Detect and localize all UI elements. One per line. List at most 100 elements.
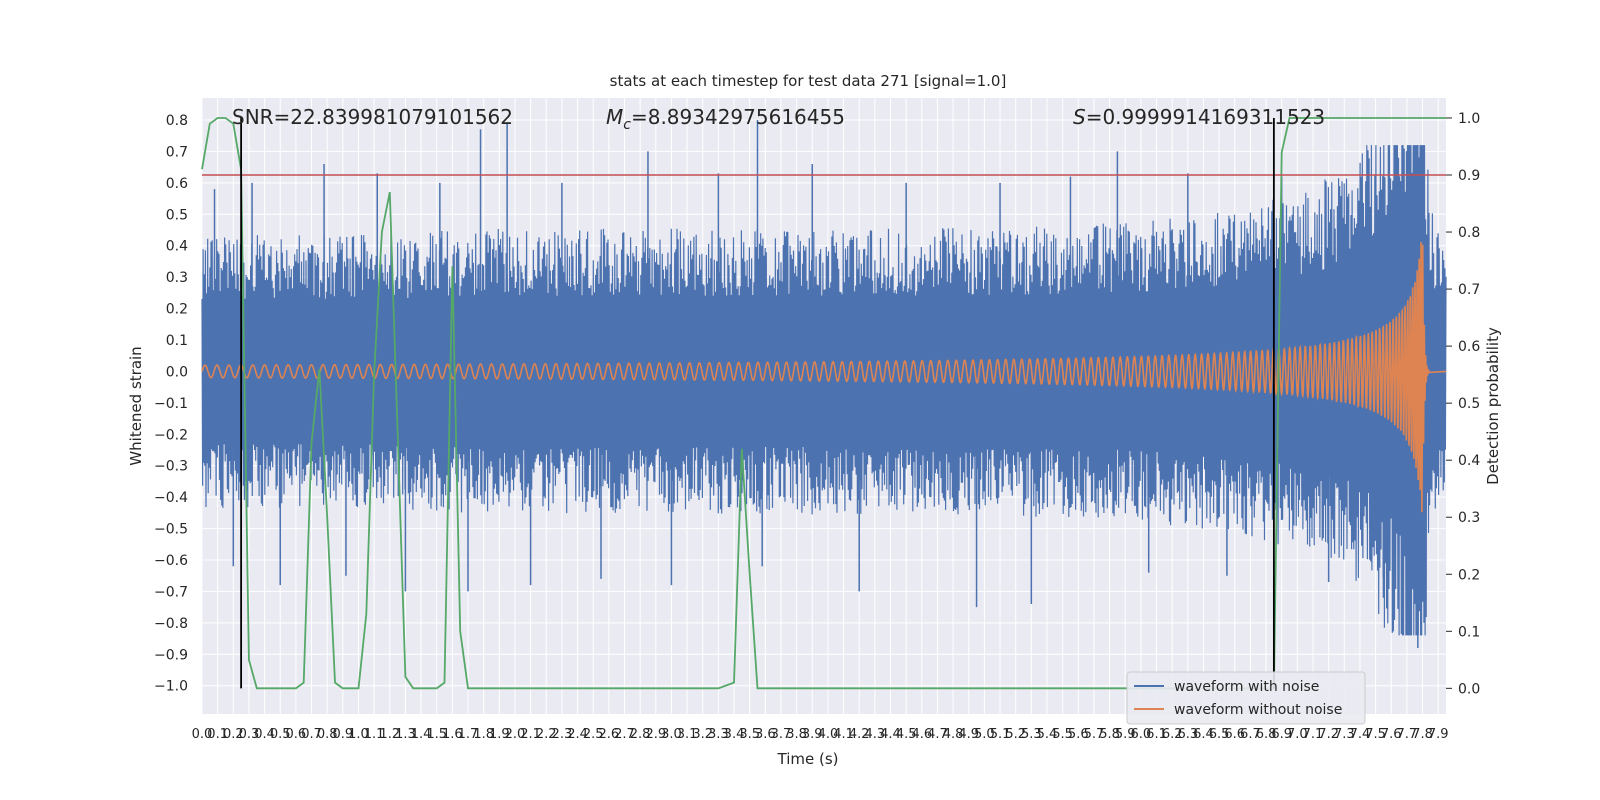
x-tick-label: 2.8	[630, 727, 651, 742]
x-tick-label: 1.2	[379, 727, 400, 742]
legend-label-clean: waveform without noise	[1174, 702, 1342, 718]
y2-tick-label: 0.3	[1458, 510, 1480, 526]
x-tick-label: 3.6	[755, 727, 776, 742]
y2-tick-label: 0.4	[1458, 453, 1480, 469]
x-tick-label: 7.6	[1381, 727, 1402, 742]
x-tick-label: 3.2	[692, 727, 713, 742]
detection-statistic-value: =0.9999914169311523	[1086, 105, 1325, 129]
snr-annotation: SNR=22.839981079101562	[232, 105, 513, 129]
x-tick-label: 4.5	[896, 727, 917, 742]
y-tick-label: −0.8	[154, 616, 188, 632]
x-tick-label: 3.1	[677, 727, 698, 742]
x-tick-label: 7.8	[1412, 727, 1433, 742]
y2-tick-label: 0.8	[1458, 225, 1480, 241]
y2-axis-label: Detection probability	[1484, 327, 1502, 485]
x-tick-label: 7.4	[1350, 727, 1371, 742]
x-tick-label: 6.7	[1240, 727, 1261, 742]
y-tick-label: 0.8	[166, 113, 188, 129]
x-tick-label: 0.5	[270, 727, 291, 742]
x-tick-label: 7.1	[1303, 727, 1324, 742]
y-tick-label: 0.0	[166, 364, 188, 380]
x-tick-label: 2.6	[598, 727, 619, 742]
y-tick-label: 0.3	[166, 270, 188, 286]
y-tick-label: −0.6	[154, 553, 188, 569]
x-tick-label: 4.6	[911, 727, 932, 742]
x-tick-label: 3.3	[708, 727, 729, 742]
x-tick-label: 3.7	[771, 727, 792, 742]
detection-probability-series	[201, 117, 1446, 690]
x-tick-label: 4.2	[849, 727, 870, 742]
x-tick-label: 2.4	[567, 727, 588, 742]
x-tick-label: 1.7	[458, 727, 479, 742]
x-tick-label: 0.1	[207, 727, 228, 742]
y2-axis-ticks: 1.0 0.9 0.8 0.7 0.6 0.5 0.4 0.3 0.2 0.1 0.0	[1446, 111, 1480, 697]
x-tick-label: 2.5	[583, 727, 604, 742]
noise-trace	[201, 145, 1447, 636]
x-tick-label: 4.7	[927, 727, 948, 742]
x-tick-label: 6.0	[1131, 727, 1152, 742]
x-tick-label: 3.4	[724, 727, 745, 742]
x-tick-label: 5.1	[990, 727, 1011, 742]
y2-tick-label: 0.0	[1458, 681, 1480, 697]
x-axis-label: Time (s)	[777, 750, 839, 768]
x-tick-label: 0.6	[286, 727, 307, 742]
x-tick-label: 5.8	[1099, 727, 1120, 742]
x-tick-label: 6.6	[1224, 727, 1245, 742]
x-tick-label: 7.3	[1334, 727, 1355, 742]
x-tick-label: 6.8	[1256, 727, 1277, 742]
x-tick-label: 7.0	[1287, 727, 1308, 742]
chirp-mass-symbol: M	[606, 105, 623, 129]
x-tick-label: 6.3	[1177, 727, 1198, 742]
x-tick-label: 0.7	[301, 727, 322, 742]
x-tick-label: 1.6	[442, 727, 463, 742]
y-tick-label: −0.2	[154, 427, 188, 443]
x-tick-label: 7.5	[1365, 727, 1386, 742]
x-tick-label: 5.2	[1005, 727, 1026, 742]
x-tick-label: 7.7	[1397, 727, 1418, 742]
chirp-mass-value: =8.89342975616455	[631, 105, 845, 129]
y-tick-label: 0.7	[166, 144, 188, 160]
x-tick-label: 3.8	[786, 727, 807, 742]
x-axis-ticks: 0.00.10.20.30.40.50.60.70.80.91.01.11.21…	[192, 727, 1449, 742]
x-tick-label: 1.8	[473, 727, 494, 742]
x-tick-label: 0.9	[332, 727, 353, 742]
x-tick-label: 3.5	[739, 727, 760, 742]
y2-tick-label: 0.1	[1458, 624, 1480, 640]
x-tick-label: 1.3	[395, 727, 416, 742]
x-tick-label: 4.4	[880, 727, 901, 742]
x-tick-label: 5.3	[1021, 727, 1042, 742]
y2-tick-label: 1.0	[1458, 111, 1480, 127]
detection-probability-line	[201, 117, 1446, 690]
y-tick-label: −1.0	[154, 679, 188, 695]
x-tick-label: 7.2	[1318, 727, 1339, 742]
x-tick-label: 6.9	[1271, 727, 1292, 742]
chart-title: stats at each timestep for test data 271…	[610, 72, 1007, 90]
x-tick-label: 5.5	[1052, 727, 1073, 742]
x-tick-label: 2.2	[536, 727, 557, 742]
x-tick-label: 5.4	[1037, 727, 1058, 742]
x-tick-label: 7.9	[1428, 727, 1449, 742]
y2-tick-label: 0.5	[1458, 396, 1480, 412]
x-tick-label: 2.1	[520, 727, 541, 742]
x-tick-label: 6.2	[1162, 727, 1183, 742]
x-tick-label: 5.9	[1115, 727, 1136, 742]
detection-statistic-symbol: S	[1073, 105, 1086, 129]
y2-tick-label: 0.7	[1458, 282, 1480, 298]
y-tick-label: 0.4	[166, 239, 188, 255]
y2-tick-label: 0.6	[1458, 339, 1480, 355]
y-tick-label: 0.1	[166, 333, 188, 349]
x-tick-label: 6.5	[1209, 727, 1230, 742]
y2-tick-label: 0.9	[1458, 168, 1480, 184]
y-tick-label: −0.1	[154, 396, 188, 412]
x-tick-label: 0.4	[254, 727, 275, 742]
x-tick-label: 5.6	[1068, 727, 1089, 742]
x-tick-label: 0.8	[317, 727, 338, 742]
y-tick-label: −0.9	[154, 647, 188, 663]
x-tick-label: 0.2	[223, 727, 244, 742]
x-tick-label: 0.0	[192, 727, 213, 742]
x-tick-label: 1.5	[426, 727, 447, 742]
legend: waveform with noise waveform without noi…	[1126, 671, 1366, 725]
x-tick-label: 1.0	[348, 727, 369, 742]
x-tick-label: 1.4	[411, 727, 432, 742]
legend-box	[1126, 671, 1366, 725]
